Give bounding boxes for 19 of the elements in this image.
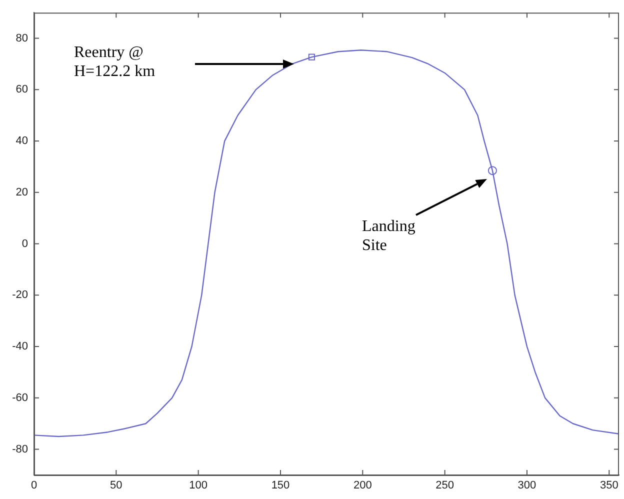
y-tick-label: 80 [16,32,28,44]
x-tick-label: 250 [436,480,454,492]
y-tick-label: -80 [12,443,28,456]
annotation: Landing Site [362,218,416,254]
x-tick-label: 150 [271,480,290,492]
y-tick-label: -20 [12,289,28,302]
annotation: Reentry @ H=122.2 km [74,44,156,80]
y-tick-label: 40 [16,135,28,148]
x-tick-label: 100 [189,480,208,492]
x-tick-label: 0 [30,480,38,492]
x-tick-label: 50 [110,480,122,492]
y-tick-label: -40 [12,340,28,353]
x-tick-label: 350 [600,480,618,492]
y-tick-label: 20 [16,186,28,198]
y-tick-label: -60 [12,392,28,404]
y-tick-label: 0 [22,238,28,250]
x-tick-label: 200 [353,480,372,492]
x-tick-label: 300 [518,480,536,492]
y-tick-label: 60 [16,84,28,96]
